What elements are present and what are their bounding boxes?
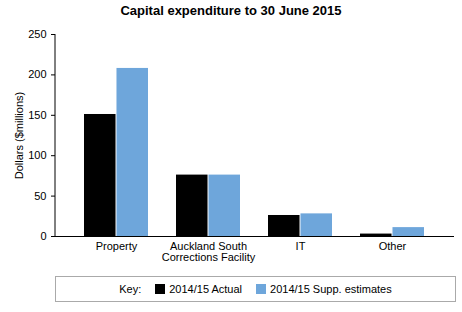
svg-text:100: 100 [28, 149, 46, 161]
svg-text:250: 250 [28, 28, 46, 40]
svg-text:0: 0 [40, 230, 46, 242]
html-text:Key:: Key: [119, 283, 142, 295]
html-text:2014/15 Supp. estimates: 2014/15 Supp. estimates [270, 283, 392, 295]
svg-text:IT: IT [296, 240, 306, 252]
svg-text:Other: Other [379, 240, 407, 252]
svg-text:50: 50 [34, 190, 46, 202]
html-text:2014/15 Actual: 2014/15 Actual [169, 283, 242, 295]
svg-text:150: 150 [28, 109, 46, 121]
html-text:Capital expenditure to 30 June: Capital expenditure to 30 June 2015 [120, 3, 342, 18]
svg-text:Dollars ($millions): Dollars ($millions) [13, 92, 25, 179]
svg-text:Auckland SouthCorrections Faci: Auckland SouthCorrections Facility [162, 240, 256, 263]
svg-text:Property: Property [96, 240, 138, 252]
svg-text:200: 200 [28, 68, 46, 80]
